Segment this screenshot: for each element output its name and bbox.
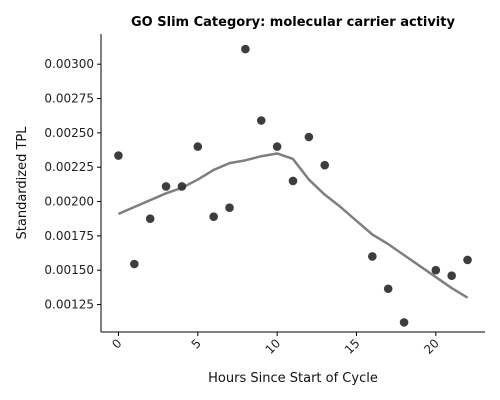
data-point: [463, 255, 472, 265]
trend-line: [117, 152, 469, 299]
data-point: [145, 214, 155, 224]
x-tick-label: 15: [342, 336, 363, 357]
chart-title: GO Slim Category: molecular carrier acti…: [131, 15, 455, 30]
y-tick-label: 0.00150: [44, 263, 94, 277]
x-tick-label: 20: [421, 336, 442, 357]
data-point: [399, 318, 409, 327]
data-point: [288, 176, 298, 186]
data-point: [447, 271, 456, 281]
plot-area: [114, 44, 472, 327]
data-point: [130, 259, 139, 269]
data-point: [304, 132, 314, 142]
y-axis-ticks: 0.00125 0.00150 0.00175 0.00200 0.00225 0.002…: [44, 57, 101, 312]
y-tick-label: 0.00125: [44, 298, 94, 312]
data-point: [256, 116, 266, 125]
data-point: [114, 151, 123, 160]
y-tick-label: 0.00175: [44, 229, 94, 243]
data-point: [161, 182, 171, 191]
y-tick-label: 0.00250: [44, 126, 94, 140]
y-tick-label: 0.00225: [44, 160, 94, 174]
data-point: [368, 252, 377, 261]
data-point: [431, 265, 441, 275]
data-point: [209, 212, 218, 221]
data-point: [193, 142, 203, 151]
data-point: [177, 182, 187, 191]
data-point: [225, 203, 234, 213]
x-axis-ticks: 0 5 10 15 20: [109, 332, 442, 357]
x-tick-label: 5: [189, 336, 204, 351]
y-axis-label: Standardized TPL: [15, 126, 30, 240]
y-tick-label: 0.00300: [44, 57, 94, 71]
y-tick-label: 0.00275: [44, 92, 94, 106]
x-tick-label: 0: [109, 336, 124, 351]
data-point: [241, 44, 250, 54]
data-point: [320, 160, 330, 170]
y-tick-label: 0.00200: [44, 195, 94, 209]
data-point: [272, 142, 282, 151]
data-point: [383, 284, 393, 294]
x-axis-label: Hours Since Start of Cycle: [208, 371, 378, 386]
x-tick-label: 10: [263, 336, 284, 357]
